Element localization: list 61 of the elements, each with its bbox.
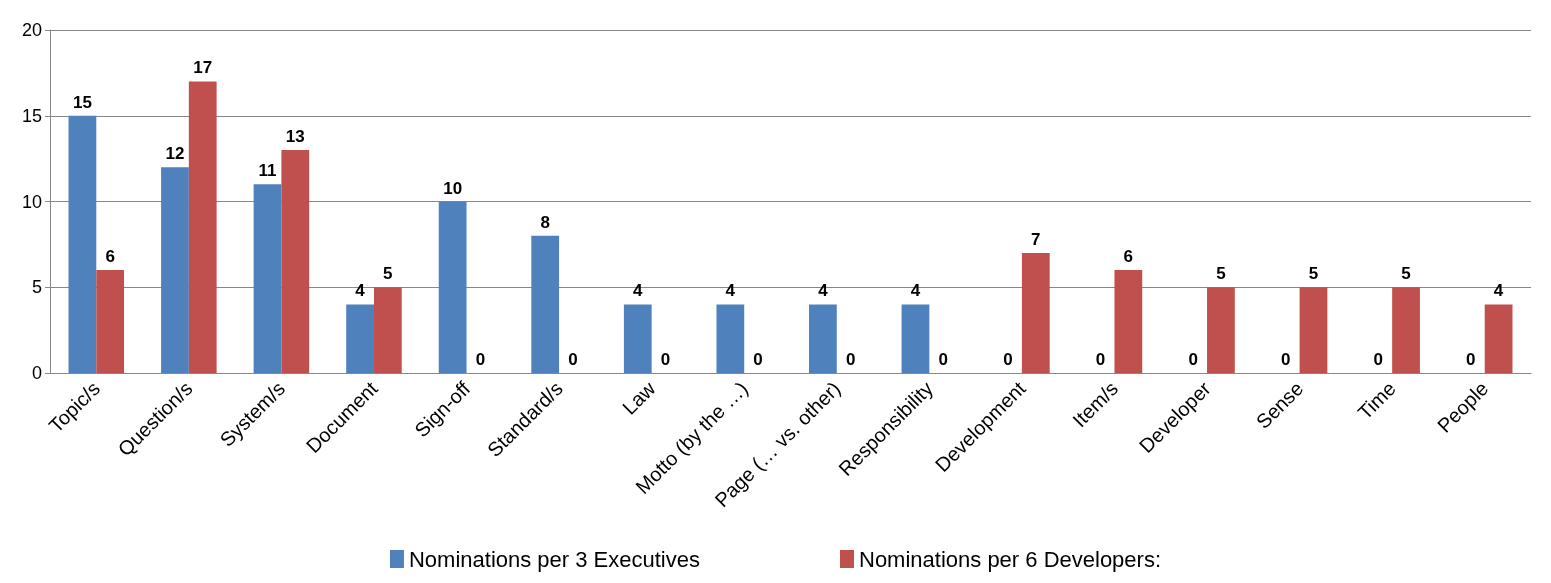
data-label: 0 — [1188, 350, 1198, 369]
data-label: 4 — [633, 281, 644, 301]
bar — [438, 201, 467, 373]
data-label: 6 — [1123, 247, 1134, 267]
bar — [1114, 270, 1143, 373]
data-label: 0 — [1095, 350, 1106, 369]
data-label: 5 — [1401, 264, 1411, 284]
data-label: 10 — [443, 178, 463, 198]
data-label: 5 — [383, 264, 393, 284]
y-tick-label: 15 — [21, 105, 42, 126]
legend-label: Nominations per 3 Executives — [408, 546, 700, 572]
data-label: 0 — [1466, 350, 1476, 369]
data-label: 0 — [845, 350, 856, 369]
data-label: 0 — [1373, 350, 1384, 369]
bar — [1207, 287, 1235, 373]
data-label: 0 — [1003, 350, 1013, 369]
y-tick-label: 5 — [31, 277, 42, 298]
data-label: 4 — [725, 281, 736, 301]
data-label: 11 — [258, 161, 277, 181]
bar — [161, 167, 189, 373]
bar — [1392, 287, 1420, 373]
y-tick-label: 0 — [31, 363, 42, 383]
bar — [253, 184, 282, 373]
data-label: 8 — [540, 212, 550, 232]
bar — [901, 304, 930, 373]
bar — [1484, 304, 1513, 373]
bar — [346, 304, 374, 373]
data-label: 5 — [1216, 264, 1226, 284]
data-label: 15 — [72, 92, 92, 112]
data-label: 4 — [1493, 281, 1504, 301]
bar — [96, 270, 125, 373]
data-label: 4 — [355, 281, 366, 301]
bar — [1299, 287, 1328, 373]
bar — [281, 150, 310, 373]
bar — [716, 304, 745, 373]
data-label: 0 — [475, 350, 486, 369]
data-label: 0 — [568, 350, 578, 369]
data-label: 0 — [753, 350, 763, 369]
x-tick-label: Time — [1353, 377, 1400, 424]
data-label: 13 — [285, 127, 305, 147]
data-label: 0 — [938, 350, 948, 369]
bar — [188, 81, 217, 373]
x-tick-label: Law — [617, 376, 660, 419]
bar — [809, 304, 837, 373]
bar — [623, 304, 652, 373]
data-label: 6 — [105, 247, 115, 267]
data-label: 12 — [165, 144, 185, 164]
legend-label: Nominations per 6 Developers: — [858, 546, 1162, 572]
bar — [531, 235, 560, 373]
bar — [1021, 252, 1050, 373]
data-label: 5 — [1308, 264, 1319, 284]
bar — [68, 115, 97, 373]
bar — [373, 287, 402, 373]
y-tick-label: 10 — [21, 191, 42, 212]
data-label: 4 — [818, 281, 829, 301]
data-label: 17 — [193, 58, 213, 78]
data-label: 0 — [1280, 350, 1291, 369]
data-label: 7 — [1031, 229, 1041, 249]
y-tick-label: 20 — [21, 20, 42, 40]
data-label: 0 — [660, 350, 671, 369]
data-label: 4 — [910, 281, 921, 301]
